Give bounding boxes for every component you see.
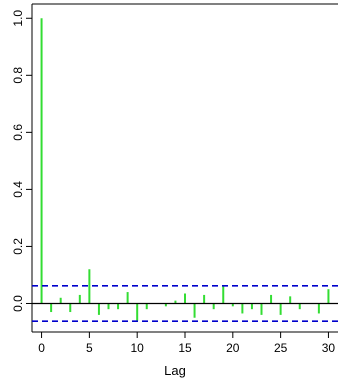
y-tick-label-0.2: 0.2 xyxy=(11,238,25,255)
y-tick-label-0.4: 0.4 xyxy=(11,181,25,198)
x-tick-label-30: 30 xyxy=(322,341,336,355)
x-tick-label-0: 0 xyxy=(38,341,45,355)
x-axis-title: Lag xyxy=(164,363,186,378)
y-tick-label-0.8: 0.8 xyxy=(11,67,25,84)
reference-lines-layer xyxy=(32,284,338,322)
x-tick-label-25: 25 xyxy=(274,341,288,355)
y-tick-label-0.0: 0.0 xyxy=(11,295,25,312)
x-tick-label-20: 20 xyxy=(226,341,240,355)
x-tick-label-5: 5 xyxy=(86,341,93,355)
x-tick-label-15: 15 xyxy=(178,341,192,355)
labels-layer: 0 5 10 15 20 25 30 0.0 0.2 0.4 0.6 0.8 1.0 Lag xyxy=(11,10,335,378)
y-tick-label-1.0: 1.0 xyxy=(11,10,25,27)
x-tick-label-10: 10 xyxy=(131,341,145,355)
y-tick-label-0.6: 0.6 xyxy=(11,124,25,141)
axes-layer xyxy=(26,3,338,338)
bars-layer xyxy=(40,18,330,321)
